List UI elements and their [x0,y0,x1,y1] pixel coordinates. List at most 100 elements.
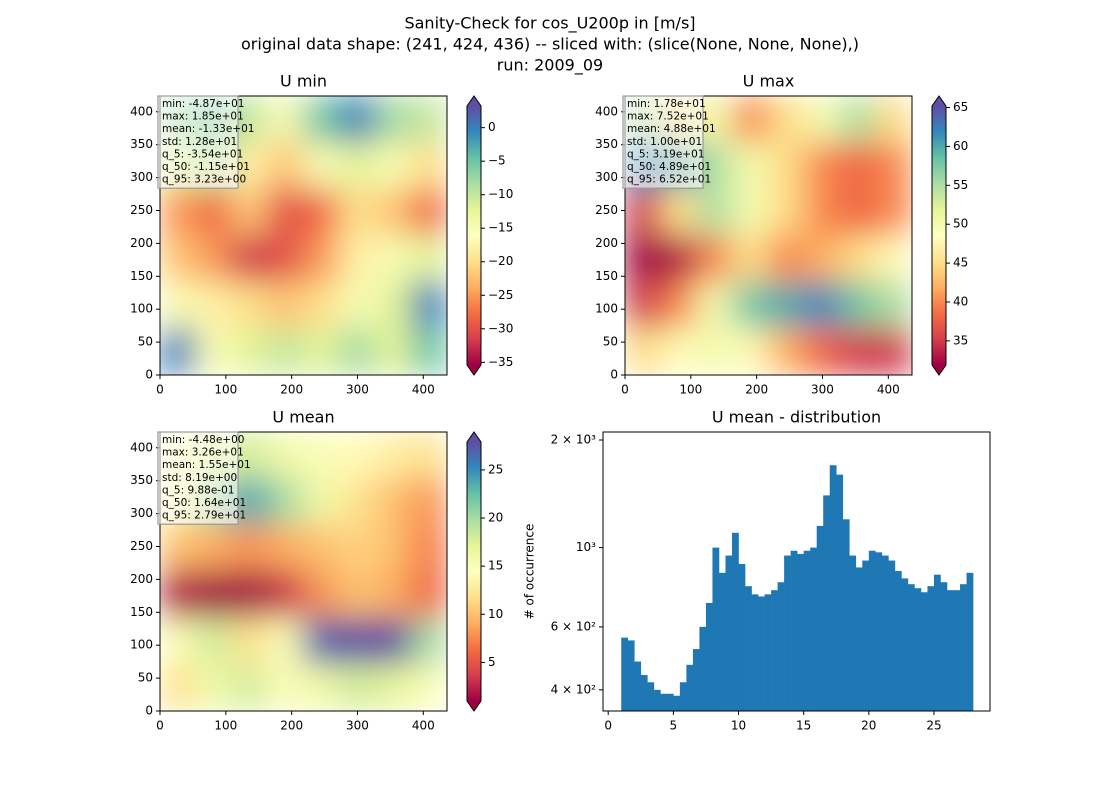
bar [894,571,902,711]
bar [725,555,733,711]
colorbar-tick-label: 55 [953,178,968,192]
colorbar-tick-label: 10 [488,607,503,621]
x-tick-label: 300 [346,719,369,733]
heatmap-cell [195,235,233,283]
axes-frame [159,431,448,712]
colorbar-extend [467,365,481,375]
stats-text: std: 1.28e+01 [162,136,237,148]
bar [953,590,961,711]
bar [745,586,752,711]
heatmap-cell [803,96,841,143]
heatmap-cell [410,142,447,190]
x-tick-label: 100 [214,719,237,733]
heatmap-cell [303,524,340,572]
stats-text: max: 1.85e+01 [162,111,244,123]
heatmap-cell [875,188,912,236]
bar [627,640,635,711]
x-tick-label: 25 [926,719,941,733]
heatmap-cell [768,235,805,283]
heatmap-cell [338,617,376,665]
y-tick-label: 300 [130,506,153,520]
heatmap-cell [338,188,376,236]
stats-text: q_5: 3.19e+01 [627,148,704,160]
heatmap-cell [195,524,233,572]
heatmap-cell [768,96,805,143]
colorbar-tick-label: −25 [488,288,513,302]
bar [634,661,642,711]
bar [640,675,648,711]
stats-text: mean: 1.55e+01 [162,459,251,471]
heatmap-cell [732,96,769,143]
heatmap-cell [660,281,698,329]
heatmap-cell [410,617,447,665]
heatmap-cell [410,524,447,572]
heatmap-cell [732,188,769,236]
x-tick-label: 400 [877,383,900,397]
stats-text: q_95: 2.79e+01 [162,510,246,522]
colorbar-tick-label: 5 [488,655,496,669]
colorbar [932,106,946,365]
stats-text: max: 7.52e+01 [627,111,709,123]
heatmap [160,432,447,711]
y-tick-label: 50 [603,335,618,349]
heatmap-cell [732,328,769,375]
heatmap-cell [732,235,769,283]
heatmap-cell [195,281,233,329]
bar [660,693,668,711]
bar [960,584,967,711]
colorbar [467,442,481,701]
heatmap-cell [839,328,877,375]
bar [933,574,941,711]
heatmap-cell [231,281,269,329]
stats-text: min: -4.48e+00 [162,434,244,446]
heatmap-cell [839,188,877,236]
y-tick-label: 0 [145,704,153,718]
heatmap-cell [231,617,269,665]
y-tick-label: 250 [130,539,153,553]
bar [901,578,909,711]
colorbar-tick-label: −30 [488,321,513,335]
stats-text: q_5: -3.54e+01 [162,148,243,160]
stats-box [157,95,239,189]
colorbar-frame [931,95,947,376]
heatmap-cell [839,96,877,143]
heatmap-cell [267,235,304,283]
stats-text: std: 8.19e+00 [162,472,237,484]
heatmap-cell [374,235,412,283]
colorbar-extend [467,432,481,442]
heatmap-cell [410,96,447,143]
colorbar-frame [466,95,482,376]
x-tick-label: 200 [280,719,303,733]
heatmap-cell [768,328,805,375]
x-tick-label: 15 [796,719,811,733]
heatmap-cell [410,235,447,283]
bar [797,553,804,711]
colorbar-extend [467,96,481,106]
bar [758,596,765,711]
stats-text: min: -4.87e+01 [162,98,244,110]
heatmap-cell [338,281,376,329]
colorbar-tick-label: 65 [953,100,968,114]
y-tick-label: 0 [610,368,618,382]
y-tick-label: 4 × 10² [551,682,597,696]
y-tick-label: 300 [595,170,618,184]
axes-title: U mean [272,408,334,427]
bar [927,586,935,711]
bar [888,560,896,711]
suptitle: Sanity-Check for cos_U200p in [m/s] [404,14,695,34]
bar [777,582,785,711]
stats-text: q_95: 3.23e+00 [162,174,246,186]
y-axis-label: # of occurrence [523,524,537,620]
colorbar-tick-label: 50 [953,217,968,231]
heatmap-cell [303,432,340,479]
heatmap-cell [374,617,412,665]
heatmap-cell [875,328,912,375]
bar [966,572,974,711]
y-tick-label: 200 [130,572,153,586]
heatmap-cell [660,328,698,375]
y-tick-label: 250 [130,203,153,217]
axes-frame [159,95,448,376]
heatmap-cell [267,478,304,526]
colorbar-tick-label: 40 [953,295,968,309]
heatmap-cell [160,617,197,665]
